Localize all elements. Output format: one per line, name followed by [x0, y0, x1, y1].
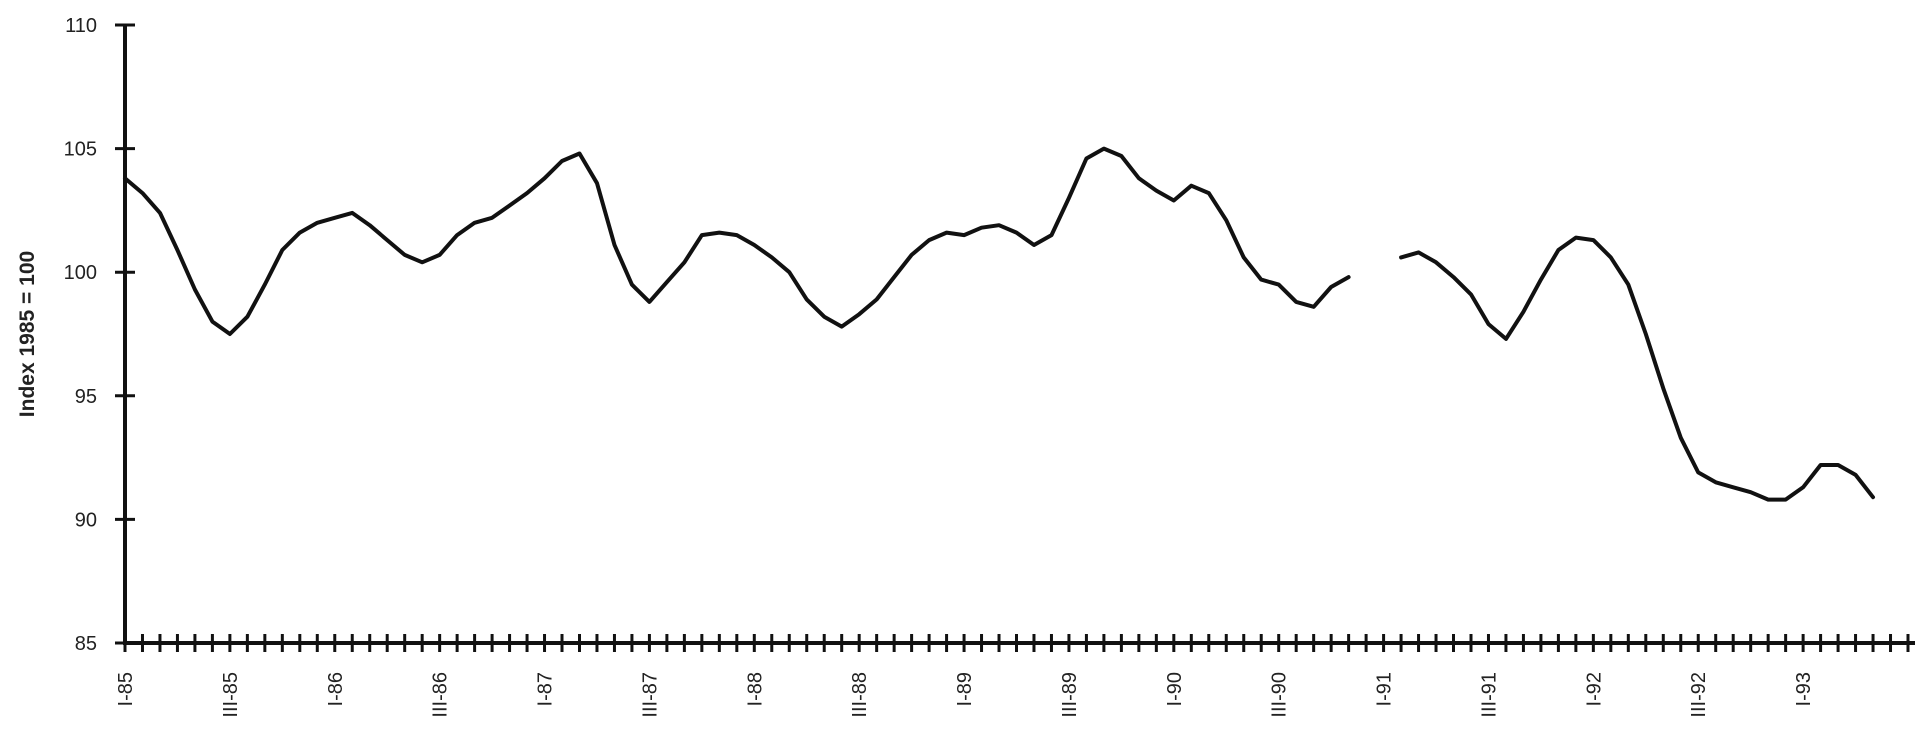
- y-axis-title: Index 1985 = 100: [16, 251, 39, 417]
- series-line: [123, 146, 1351, 336]
- y-tick-label: 90: [75, 509, 97, 531]
- x-tick-label: I-90: [1164, 672, 1186, 706]
- x-tick-label: III-87: [639, 672, 661, 718]
- y-tick-label: 85: [75, 633, 97, 655]
- x-ticks: [123, 634, 1910, 652]
- x-tick-label: I-89: [954, 672, 976, 706]
- x-tick-label: III-86: [430, 672, 452, 718]
- y-tick-label: 95: [75, 386, 97, 408]
- x-tick-label: I-93: [1793, 672, 1815, 706]
- x-tick-label: I-86: [325, 672, 347, 706]
- x-tick-label: I-92: [1583, 672, 1605, 706]
- y-ticks: 85 90 95 100 105 110: [64, 15, 135, 655]
- x-tick-label: I-87: [535, 672, 557, 706]
- x-tick-label: III-89: [1059, 672, 1081, 718]
- x-tick-label: III-91: [1478, 672, 1500, 718]
- x-tick-labels: I-85 III-85 I-86 III-86 I-87 III-87 I-88 III-88…: [115, 672, 1815, 718]
- x-tick-label: I-85: [115, 672, 137, 706]
- x-tick-label: I-91: [1374, 672, 1396, 706]
- y-tick-label: 100: [64, 262, 97, 284]
- y-tick-label: 105: [64, 139, 97, 161]
- x-tick-label: III-85: [220, 672, 242, 718]
- x-tick-label: III-88: [849, 672, 871, 718]
- y-tick-label: 110: [65, 15, 97, 37]
- x-tick-label: I-88: [744, 672, 766, 706]
- series-line: [1399, 235, 1875, 502]
- x-tick-label: III-90: [1269, 672, 1291, 718]
- x-tick-label: III-92: [1688, 672, 1710, 718]
- series-group: [123, 146, 1875, 502]
